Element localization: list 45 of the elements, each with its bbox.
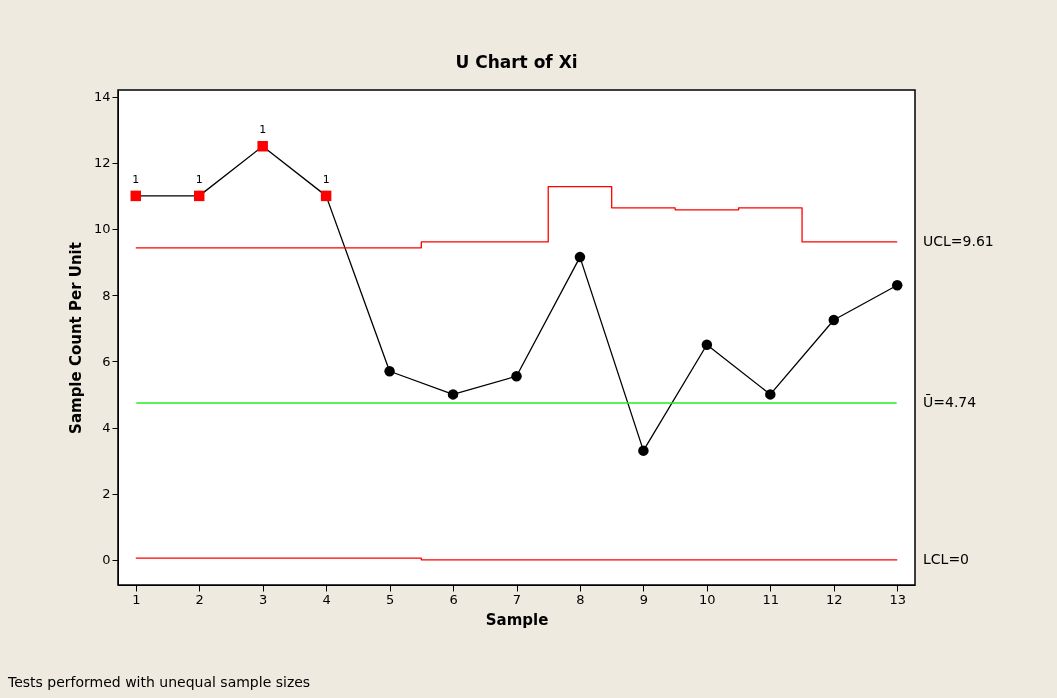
point: [701, 339, 713, 351]
y-tick-label: 2: [102, 486, 111, 502]
x-tick-label: 6: [449, 591, 458, 607]
x-tick-label: 10: [699, 591, 716, 607]
x-tick-label: 13: [889, 591, 907, 607]
point: [511, 370, 522, 382]
point: [828, 314, 840, 326]
point: [765, 389, 776, 400]
point: [257, 141, 268, 152]
y-tick-label: 0: [102, 552, 111, 568]
series-label: LCL=0: [923, 550, 970, 567]
x-tick-label: 12: [826, 591, 843, 607]
x-tick-label: 9: [639, 591, 649, 607]
x-tick-label: 11: [762, 591, 780, 607]
ref-line-label: Ū=4.74: [923, 394, 977, 411]
y-tick-label: 14: [93, 89, 111, 105]
text: Tests performed with unequal sample sizes: [7, 674, 311, 690]
y-tick-label: 6: [102, 353, 111, 369]
annotation: 1: [195, 172, 203, 186]
point: [891, 279, 903, 291]
x-tick-label: 8: [576, 591, 585, 607]
annotation: 1: [259, 123, 267, 137]
y-tick-label: 4: [102, 420, 111, 435]
x-axis-title: Sample: [485, 610, 549, 629]
x-tick-label: 3: [259, 591, 268, 607]
y-tick-label: 12: [93, 155, 111, 171]
x-tick-label: 2: [195, 591, 204, 607]
point: [130, 190, 142, 202]
y-tick-label: 8: [102, 287, 111, 303]
x-tick-label: 4: [322, 591, 331, 607]
y-tick-label: 10: [93, 221, 111, 237]
point: [320, 190, 332, 202]
y-axis-title: Sample Count Per Unit: [66, 242, 85, 434]
annotation: 1: [322, 172, 330, 186]
x-tick-label: 1: [132, 591, 141, 607]
point: [384, 366, 395, 377]
annotation: 1: [132, 172, 140, 186]
series-label: UCL=9.61: [923, 232, 994, 249]
x-tick-label: 5: [385, 591, 395, 607]
point: [638, 445, 649, 456]
x-tick-label: 7: [512, 591, 522, 607]
chart-title: U Chart of Xi: [455, 52, 578, 72]
point: [447, 389, 459, 400]
point: [193, 190, 205, 202]
point: [574, 251, 586, 263]
